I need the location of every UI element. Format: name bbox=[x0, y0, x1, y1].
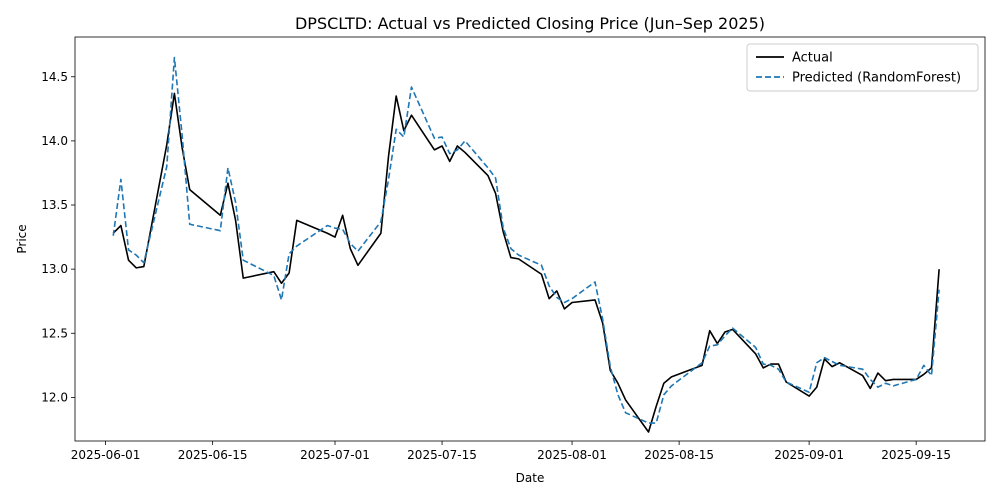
x-tick-label: 2025-08-15 bbox=[644, 448, 714, 462]
legend-label-actual: Actual bbox=[792, 51, 833, 66]
y-tick-label: 13.5 bbox=[41, 198, 68, 212]
series-layer bbox=[112, 56, 940, 433]
x-tick-label: 2025-07-01 bbox=[300, 448, 370, 462]
series-line-actual bbox=[112, 92, 940, 433]
legend-label-predicted: Predicted (RandomForest) bbox=[792, 71, 961, 86]
x-tick-label: 2025-09-15 bbox=[881, 448, 951, 462]
y-tick-label: 14.0 bbox=[41, 134, 68, 148]
plot-frame bbox=[74, 36, 986, 442]
x-axis: 2025-06-01 2025-06-15 2025-07-01 2025-07-15… bbox=[71, 441, 951, 462]
x-tick-label: 2025-07-15 bbox=[407, 448, 477, 462]
y-tick-label: 12.0 bbox=[41, 390, 68, 404]
y-tick-label: 12.5 bbox=[41, 326, 68, 340]
legend: Actual Predicted (RandomForest) bbox=[746, 43, 979, 92]
legend-box bbox=[746, 43, 979, 92]
x-tick-label: 2025-06-01 bbox=[71, 448, 141, 462]
x-tick-label: 2025-08-01 bbox=[537, 448, 607, 462]
x-tick-label: 2025-09-01 bbox=[774, 448, 844, 462]
y-tick-label: 14.5 bbox=[41, 70, 68, 84]
chart-title: DPSCLTD: Actual vs Predicted Closing Pri… bbox=[295, 14, 765, 33]
y-tick-label: 13.0 bbox=[41, 262, 68, 276]
series-line-predicted bbox=[112, 56, 940, 424]
plot-area bbox=[74, 36, 986, 442]
y-axis-title: Price bbox=[15, 224, 29, 253]
y-axis: 12.0 12.5 13.0 13.5 14.0 14.5 bbox=[41, 70, 75, 404]
x-tick-label: 2025-06-15 bbox=[178, 448, 248, 462]
x-axis-title: Date bbox=[516, 471, 545, 485]
